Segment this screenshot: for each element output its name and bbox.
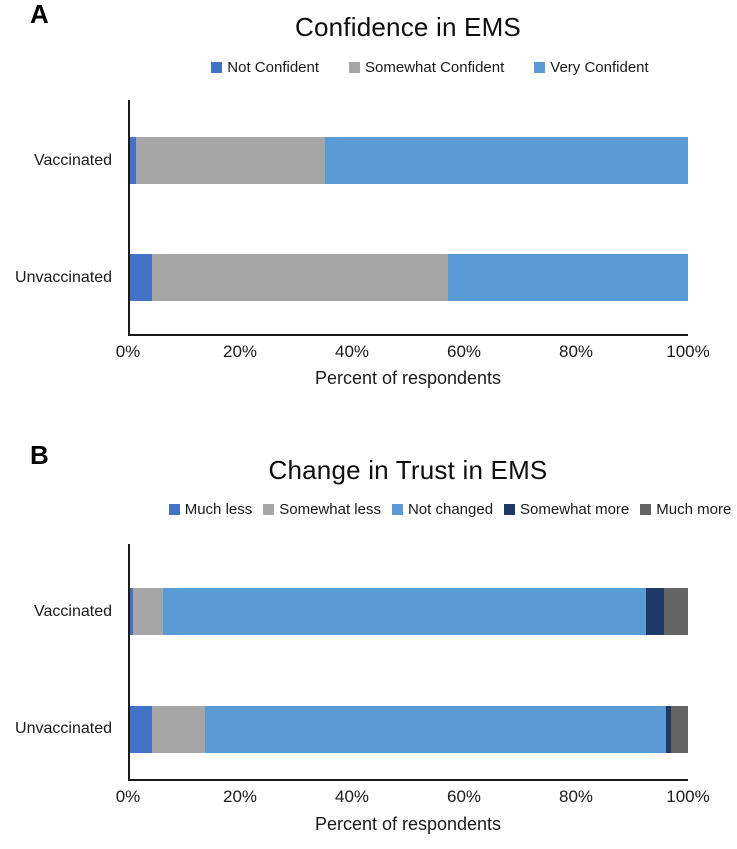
stacked-bar	[130, 254, 688, 301]
panel-letter: A	[30, 0, 49, 29]
category-label: Vaccinated	[34, 151, 112, 169]
x-tick-label: 60%	[446, 342, 482, 361]
legend: Much less Somewhat less Not changed Somewha…	[168, 499, 731, 519]
legend-label: Much less	[184, 500, 253, 518]
legend-item: Not changed	[391, 500, 494, 518]
legend-swatch-icon	[211, 61, 223, 73]
x-tick-label: 80%	[558, 787, 594, 806]
bar-segment-somewhat-confident	[152, 254, 449, 301]
category-label: Unvaccinated	[15, 720, 112, 738]
bar-segment-very-confident	[448, 254, 688, 301]
legend-item: Not Confident	[211, 59, 319, 76]
bar-segment-somewhat-more	[646, 588, 664, 636]
legend-label: Not Confident	[227, 58, 320, 76]
legend-swatch-icon	[349, 61, 361, 73]
bar-segment-not-changed	[163, 588, 647, 636]
bar-segment-much-less	[130, 588, 133, 636]
legend-item: Much less	[168, 500, 253, 518]
x-tick-label: 0%	[115, 787, 141, 806]
legend-label: Somewhat Confident	[365, 58, 505, 76]
bar-segment-somewhat-less	[132, 588, 164, 636]
bar-segment-somewhat-less	[152, 705, 206, 753]
x-tick-label: 60%	[446, 787, 482, 806]
bar-segment-somewhat-confident	[135, 137, 326, 184]
stacked-bar	[130, 137, 688, 184]
x-axis-title: Percent of respondents	[314, 368, 502, 388]
x-axis-ticks: 0% 20% 40% 60% 80% 100%	[116, 787, 710, 809]
x-tick-label: 100%	[666, 787, 710, 806]
category-label: Vaccinated	[34, 602, 112, 620]
legend-swatch-icon	[640, 503, 652, 515]
bar-segment-much-less	[130, 705, 153, 753]
x-tick-label: 0%	[115, 342, 141, 361]
panel-letter: B	[30, 440, 49, 470]
bar-row: Vaccinated	[34, 100, 688, 217]
x-tick-label: 20%	[222, 787, 258, 806]
bar-segment-somewhat-more	[665, 705, 672, 753]
panel-a: A Confidence in EMS Not Confident Somewha…	[0, 0, 737, 400]
legend-item: Very Confident	[534, 58, 649, 76]
x-tick-label: 40%	[334, 787, 370, 806]
legend-swatch-icon	[534, 61, 546, 73]
legend-item: Much more	[640, 501, 731, 518]
plot-area: Vaccinated Unvaccinated	[15, 544, 688, 781]
stacked-bar	[130, 588, 688, 636]
bar-segment-not-confident	[130, 254, 153, 301]
bar-segment-much-more	[671, 705, 688, 753]
bar-segment-much-more	[663, 588, 688, 636]
bar-row: Unvaccinated	[15, 662, 688, 780]
plot-area: Vaccinated Unvaccinated	[15, 100, 688, 336]
bar-segment-very-confident	[325, 137, 688, 184]
bar-segment-not-confident	[130, 137, 136, 184]
legend-label: Much more	[656, 500, 732, 518]
bar-row: Vaccinated	[34, 544, 688, 662]
legend-swatch-icon	[263, 503, 275, 515]
legend-swatch-icon	[504, 503, 516, 515]
panel-b: B Change in Trust in EMS Much less Somewh…	[0, 432, 737, 849]
x-axis-ticks: 0% 20% 40% 60% 80% 100%	[116, 342, 710, 364]
legend-label: Somewhat more	[520, 500, 630, 518]
legend-item: Somewhat Confident	[349, 59, 504, 76]
legend: Not Confident Somewhat Confident Very Conf…	[150, 57, 710, 77]
legend-swatch-icon	[391, 503, 403, 515]
legend-label: Not changed	[407, 500, 494, 518]
x-tick-label: 20%	[222, 342, 258, 361]
legend-item: Somewhat less	[263, 501, 381, 518]
stacked-bar	[130, 705, 688, 753]
legend-label: Very Confident	[550, 58, 649, 76]
category-label: Unvaccinated	[15, 268, 112, 286]
x-axis-title: Percent of respondents	[314, 814, 502, 834]
legend-swatch-icon	[168, 503, 180, 515]
chart-title: Change in Trust in EMS	[268, 455, 548, 485]
x-tick-label: 100%	[666, 342, 710, 361]
chart-title: Confidence in EMS	[295, 12, 521, 42]
x-tick-label: 80%	[558, 342, 594, 361]
legend-label: Somewhat less	[279, 500, 381, 518]
bar-segment-not-changed	[205, 705, 666, 753]
legend-item: Somewhat more	[504, 501, 629, 518]
bar-row: Unvaccinated	[15, 217, 688, 334]
x-tick-label: 40%	[334, 342, 370, 361]
